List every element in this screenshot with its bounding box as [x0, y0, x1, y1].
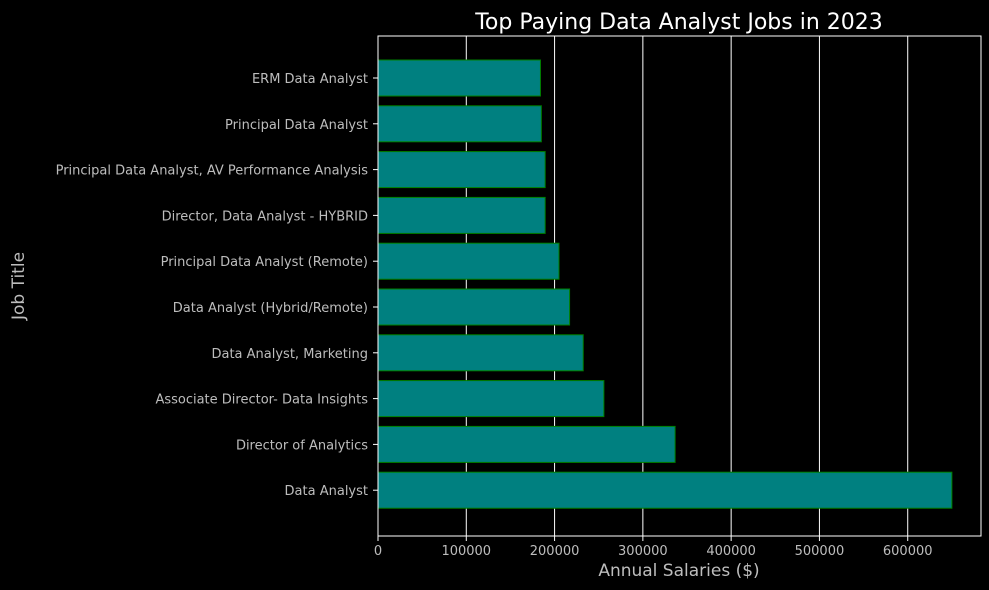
- bar: [377, 471, 953, 509]
- y-tick-layer: ERM Data Analyst Principal Data Analyst Pr…: [56, 72, 378, 499]
- y-tick-label: Director of Analytics: [236, 438, 368, 453]
- y-tick-label: Associate Director- Data Insights: [155, 393, 368, 408]
- y-axis-label: Job Title: [9, 252, 29, 321]
- y-tick-label: Director, Data Analyst - HYBRID: [162, 209, 368, 224]
- y-tick-label: Principal Data Analyst: [225, 118, 368, 133]
- x-tick-label: 600000: [883, 544, 933, 559]
- y-tick-label: Data Analyst, Marketing: [211, 347, 368, 362]
- axes-frame: [377, 35, 982, 537]
- x-tick-label: 500000: [795, 544, 845, 559]
- x-tick-label: 100000: [441, 544, 491, 559]
- bar: [377, 380, 605, 418]
- bar: [377, 334, 584, 372]
- bar: [377, 425, 676, 463]
- y-tick-label: ERM Data Analyst: [252, 72, 368, 87]
- chart-title: Top Paying Data Analyst Jobs in 2023: [474, 10, 883, 35]
- y-tick-label: Data Analyst (Hybrid/Remote): [173, 301, 368, 316]
- bar: [377, 151, 546, 189]
- x-axis-label: Annual Salaries ($): [598, 561, 759, 581]
- x-tick-layer: 0 100000 200000 300000 400000 500000 600000: [374, 536, 933, 559]
- x-tick-label: 400000: [706, 544, 756, 559]
- x-tick-label: 200000: [530, 544, 580, 559]
- y-tick-label: Principal Data Analyst, AV Performance A…: [56, 164, 369, 179]
- bar: [377, 59, 541, 97]
- bar-layer: [377, 59, 953, 509]
- bar: [377, 288, 571, 326]
- y-tick-label: Principal Data Analyst (Remote): [161, 255, 368, 270]
- y-tick-label: Data Analyst: [285, 484, 368, 499]
- bar: [377, 105, 542, 143]
- bar: [377, 242, 560, 280]
- bar: [377, 196, 546, 234]
- x-tick-label: 0: [374, 544, 382, 559]
- x-tick-label: 300000: [618, 544, 668, 559]
